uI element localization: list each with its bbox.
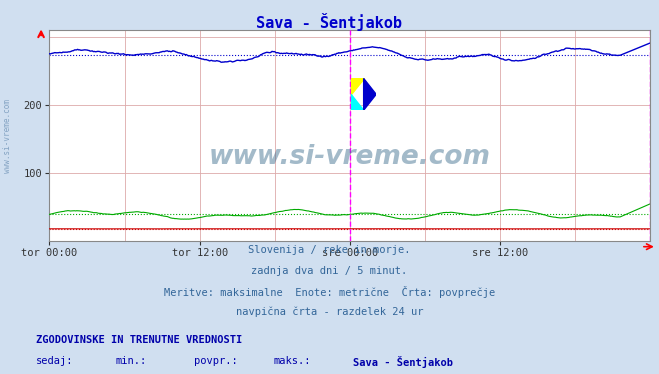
Text: ZGODOVINSKE IN TRENUTNE VREDNOSTI: ZGODOVINSKE IN TRENUTNE VREDNOSTI <box>36 335 243 345</box>
Text: maks.:: maks.: <box>273 356 311 367</box>
Text: Sava - Šentjakob: Sava - Šentjakob <box>353 356 453 368</box>
Text: sedaj:: sedaj: <box>36 356 74 367</box>
Text: min.:: min.: <box>115 356 146 367</box>
Text: Slovenija / reke in morje.: Slovenija / reke in morje. <box>248 245 411 255</box>
Text: www.si-vreme.com: www.si-vreme.com <box>209 144 491 170</box>
Text: Meritve: maksimalne  Enote: metrične  Črta: povprečje: Meritve: maksimalne Enote: metrične Črta… <box>164 286 495 298</box>
Polygon shape <box>364 79 376 110</box>
Polygon shape <box>351 94 364 110</box>
Text: Sava - Šentjakob: Sava - Šentjakob <box>256 13 403 31</box>
Text: navpična črta - razdelek 24 ur: navpična črta - razdelek 24 ur <box>236 307 423 317</box>
Text: zadnja dva dni / 5 minut.: zadnja dva dni / 5 minut. <box>251 266 408 276</box>
Text: www.si-vreme.com: www.si-vreme.com <box>3 99 13 172</box>
Text: povpr.:: povpr.: <box>194 356 238 367</box>
Polygon shape <box>351 79 364 94</box>
